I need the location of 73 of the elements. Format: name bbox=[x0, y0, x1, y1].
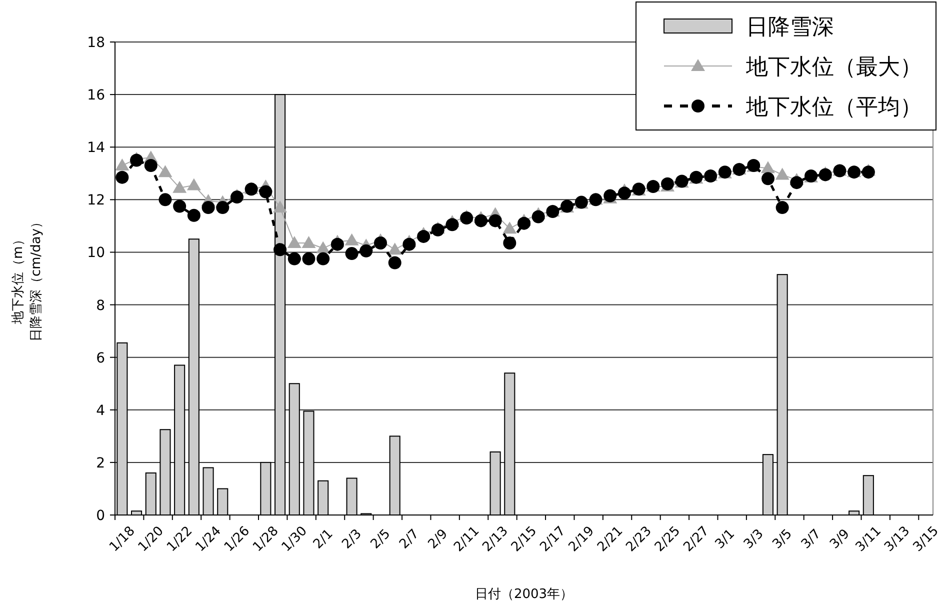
point bbox=[130, 154, 144, 167]
point bbox=[302, 236, 316, 248]
point bbox=[417, 230, 430, 243]
point bbox=[186, 178, 201, 190]
point bbox=[158, 193, 172, 206]
point bbox=[474, 214, 488, 228]
point bbox=[502, 222, 517, 234]
x-tick-label: 3/3 bbox=[741, 526, 767, 552]
y-tick-label: 8 bbox=[96, 298, 105, 314]
point bbox=[488, 214, 502, 228]
point bbox=[302, 252, 316, 266]
y-tick-label: 4 bbox=[96, 402, 106, 419]
y-tick-label: 18 bbox=[87, 35, 105, 51]
point bbox=[776, 201, 789, 214]
point bbox=[259, 185, 272, 198]
point bbox=[273, 200, 288, 213]
point bbox=[661, 177, 674, 190]
point bbox=[374, 236, 387, 250]
point bbox=[173, 200, 186, 213]
point bbox=[172, 180, 187, 193]
point bbox=[345, 247, 358, 260]
y-tick-label: 10 bbox=[87, 245, 105, 262]
x-tick-label: 2/7 bbox=[396, 526, 422, 552]
point bbox=[503, 236, 516, 250]
point bbox=[230, 190, 244, 204]
point bbox=[187, 208, 200, 222]
point bbox=[388, 256, 402, 270]
y-tick-label: 14 bbox=[87, 140, 106, 156]
point bbox=[446, 218, 459, 232]
point bbox=[202, 201, 215, 214]
legend-label: 地下水位（平均） bbox=[745, 95, 922, 120]
legend-label: 地下水位（最大） bbox=[745, 55, 922, 80]
point bbox=[116, 170, 129, 184]
point bbox=[618, 186, 631, 200]
x-tick-label: 3/9 bbox=[827, 526, 853, 552]
point bbox=[532, 210, 545, 224]
point bbox=[388, 242, 402, 255]
point bbox=[431, 223, 444, 236]
point bbox=[216, 201, 230, 214]
point bbox=[862, 166, 875, 179]
x-tick-label: 2/1 bbox=[310, 526, 336, 552]
point bbox=[360, 244, 373, 258]
y-axis-title: 地下水位（m）日降雪深（cm/day） bbox=[11, 215, 44, 342]
point bbox=[287, 236, 302, 248]
x-tick-label: 2/9 bbox=[426, 526, 451, 552]
point bbox=[761, 172, 774, 186]
point bbox=[344, 233, 359, 246]
y-tick-label: 0 bbox=[96, 508, 105, 524]
y-tick-label: 12 bbox=[87, 192, 105, 209]
point bbox=[330, 238, 344, 251]
point bbox=[402, 238, 416, 251]
point bbox=[760, 161, 775, 174]
point bbox=[818, 168, 832, 182]
y-tick-label: 6 bbox=[96, 350, 106, 366]
x-tick-label: 2/5 bbox=[368, 526, 394, 552]
x-tick-label: 2/3 bbox=[339, 526, 365, 552]
y-tick-label: 16 bbox=[87, 88, 106, 104]
point bbox=[316, 252, 330, 266]
legend-label: 日降雪深 bbox=[746, 15, 834, 40]
point bbox=[790, 176, 804, 190]
y-tick-label: 2 bbox=[96, 455, 105, 472]
x-tick-label: 3/1 bbox=[712, 526, 738, 552]
point bbox=[115, 158, 130, 171]
point bbox=[158, 165, 172, 178]
x-tick-label: 3/5 bbox=[770, 526, 796, 552]
point bbox=[274, 243, 287, 256]
x-tick-label: 3/7 bbox=[798, 526, 824, 552]
point bbox=[144, 159, 158, 172]
point bbox=[775, 168, 790, 180]
x-axis-title: 日付（2003年） bbox=[474, 587, 574, 602]
point bbox=[288, 252, 301, 266]
point bbox=[518, 216, 530, 230]
point bbox=[460, 212, 474, 225]
